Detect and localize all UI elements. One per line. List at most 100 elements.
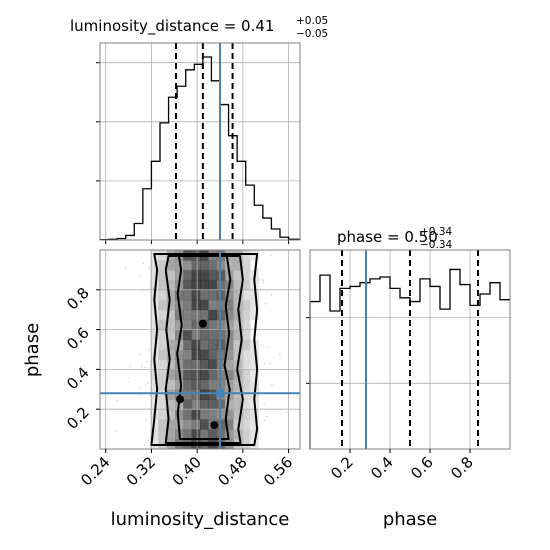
- density-cell: [216, 279, 226, 291]
- density-cell: [250, 429, 259, 440]
- top-left-title: luminosity_distance = 0.41 +0.05 −0.05: [70, 15, 328, 40]
- density-sample-point: [114, 429, 117, 432]
- y-axis-label-phase: phase: [22, 323, 43, 377]
- density-cell: [208, 289, 218, 301]
- density-sample-point: [286, 411, 288, 414]
- density-cell: [150, 339, 159, 350]
- density-cell: [241, 379, 251, 390]
- density-cell: [233, 339, 243, 350]
- density-cell: [216, 329, 226, 341]
- density-cell: [166, 409, 176, 420]
- density-cell: [191, 409, 201, 420]
- density-cell: [191, 329, 201, 341]
- density-cell: [175, 349, 184, 360]
- density-sample-point: [263, 362, 266, 365]
- density-cell: [225, 399, 234, 410]
- density-cell: [191, 349, 201, 360]
- density-cell: [200, 259, 209, 271]
- density-cell: [150, 379, 159, 390]
- density-cell: [166, 359, 176, 370]
- density-cell: [225, 349, 234, 360]
- density-sample-point: [143, 443, 146, 446]
- density-y-tick-label-1: 0.4: [63, 364, 93, 394]
- density-cell: [208, 429, 218, 440]
- density-cell: [191, 419, 201, 430]
- density-cell: [241, 369, 251, 380]
- density-cell: [241, 319, 251, 331]
- density-sample-point: [270, 294, 273, 296]
- density-cell: [191, 399, 201, 410]
- density-cell: [183, 339, 193, 350]
- density-sample-point: [269, 362, 272, 365]
- density-y-tick-label-3: 0.8: [63, 284, 93, 314]
- density-cell: [233, 329, 243, 341]
- density-cell: [183, 389, 193, 400]
- density-cell: [216, 289, 226, 301]
- density-truth-marker: [216, 389, 224, 398]
- density-cell: [166, 279, 176, 291]
- density-cell: [241, 289, 251, 301]
- density-cell: [208, 379, 218, 390]
- density-cell: [166, 389, 176, 400]
- density-sample-point: [263, 402, 265, 405]
- density-cell: [225, 369, 234, 380]
- density-cell: [208, 269, 218, 281]
- density-x-tick-label-1: 0.32: [123, 453, 159, 489]
- phase-x-tick-label-3: 0.8: [447, 453, 477, 483]
- density-sample-point: [129, 365, 131, 368]
- density-cell: [200, 349, 209, 360]
- density-cell: [241, 279, 251, 291]
- density-cell: [166, 289, 176, 301]
- density-cell: [158, 399, 168, 410]
- density-cell: [175, 319, 184, 331]
- density-sample-point: [262, 281, 265, 284]
- density-cell: [166, 269, 176, 281]
- density-cell: [200, 309, 209, 321]
- density-cell: [166, 429, 176, 440]
- density-cell: [216, 259, 226, 271]
- density-cell: [233, 289, 243, 301]
- density-cell: [233, 259, 243, 271]
- density-cell: [241, 349, 251, 360]
- density-cell: [191, 359, 201, 370]
- density-cell: [191, 429, 201, 440]
- density-cell: [150, 429, 159, 440]
- density-cell: [166, 339, 176, 350]
- density-cell: [233, 319, 243, 331]
- phase-x-tick-label-0: 0.2: [327, 453, 357, 483]
- density-cell: [175, 409, 184, 420]
- density-cell: [241, 409, 251, 420]
- density-cell: [183, 309, 193, 321]
- density-sample-point: [146, 360, 148, 363]
- density-cell: [166, 399, 176, 410]
- density-cell: [208, 399, 218, 410]
- density-sample-point: [116, 399, 118, 402]
- mid-right-title-sub: −0.34: [420, 239, 452, 251]
- luminosity-distance-histogram-panel: [96, 42, 301, 244]
- top-histogram-steps: [99, 56, 301, 241]
- density-cell: [158, 319, 168, 331]
- density-cell: [208, 349, 218, 360]
- density-cell: [158, 329, 168, 341]
- density-panel-frame: [99, 249, 301, 450]
- density-cell: [150, 279, 159, 291]
- density-cell: [166, 369, 176, 380]
- density-blob-0: [198, 319, 207, 328]
- density-cell: [250, 250, 259, 261]
- density-sample-point: [139, 387, 142, 389]
- density-cell: [208, 389, 218, 400]
- density-cell: [241, 399, 251, 410]
- density-2d-panel: 0.24 0.32 0.40 0.48 0.56 0.2 0.4 0.6 0.8: [63, 249, 301, 489]
- density-sample-point: [141, 365, 143, 368]
- density-sample-point: [270, 254, 272, 257]
- density-sample-point: [265, 416, 268, 418]
- density-cell: [241, 359, 251, 370]
- density-cell: [166, 349, 176, 360]
- density-cell: [175, 289, 184, 301]
- density-sample-point: [148, 349, 151, 351]
- density-cell: [241, 329, 251, 341]
- density-sample-point: [147, 267, 150, 269]
- density-cell: [216, 309, 226, 321]
- density-cell: [233, 299, 243, 311]
- density-cell: [158, 379, 168, 390]
